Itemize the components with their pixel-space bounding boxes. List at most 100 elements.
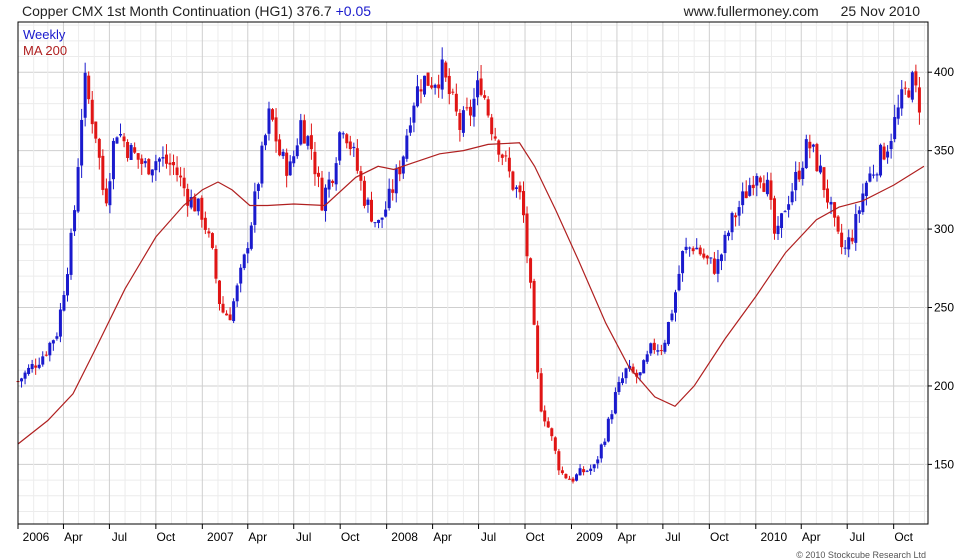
bar-body xyxy=(51,340,55,344)
bar-body xyxy=(476,80,480,98)
bar-body xyxy=(20,378,24,382)
bar-body xyxy=(666,322,670,345)
bar-body xyxy=(143,161,147,164)
bar-body xyxy=(790,191,794,203)
bar-body xyxy=(90,99,94,125)
bar-body xyxy=(596,459,600,464)
bar-body xyxy=(864,182,868,197)
bar-body xyxy=(324,187,328,212)
bar-body xyxy=(893,117,897,140)
bar-body xyxy=(815,144,819,172)
x-tick-label: 2008 xyxy=(391,530,418,544)
bar-body xyxy=(415,86,419,107)
bar-body xyxy=(48,342,52,356)
bar-body xyxy=(203,217,207,230)
bar-body xyxy=(836,216,840,232)
bar-body xyxy=(497,140,501,155)
bar-body xyxy=(242,254,246,269)
bar-body xyxy=(249,225,253,249)
bar-body xyxy=(794,171,798,191)
bar-body xyxy=(334,163,338,185)
bar-body xyxy=(472,98,476,117)
bar-body xyxy=(917,87,921,113)
bar-body xyxy=(341,133,345,135)
x-tick-label: Apr xyxy=(248,530,267,544)
bar-body xyxy=(624,368,628,379)
bar-body xyxy=(620,378,624,384)
bar-body xyxy=(879,144,883,176)
bar-body xyxy=(875,174,879,176)
bar-body xyxy=(751,184,755,189)
x-tick-label: 2010 xyxy=(760,530,787,544)
bar-body xyxy=(37,364,41,368)
bar-body xyxy=(575,474,579,481)
bar-body xyxy=(161,157,165,159)
bar-body xyxy=(239,267,243,284)
bar-body xyxy=(423,75,427,95)
bar-body xyxy=(302,120,306,144)
bar-body xyxy=(896,107,900,119)
bar-body xyxy=(408,125,412,133)
bar-body xyxy=(762,183,766,192)
bar-body xyxy=(69,232,73,275)
bar-body xyxy=(263,135,267,146)
bar-body xyxy=(645,354,649,362)
bar-body xyxy=(695,247,699,250)
legend-weekly: Weekly xyxy=(23,27,66,42)
instrument-title: Copper CMX 1st Month Continuation (HG1) … xyxy=(22,3,332,19)
x-tick-label: Jul xyxy=(850,530,865,544)
bar-body xyxy=(907,90,911,98)
bar-body xyxy=(232,301,236,322)
x-tick-label: Jul xyxy=(481,530,496,544)
bar-body xyxy=(94,121,98,139)
bar-body xyxy=(578,468,582,476)
bar-body xyxy=(536,325,540,373)
bar-body xyxy=(843,247,847,249)
bar-body xyxy=(850,237,854,242)
site-link[interactable]: www.fullermoney.com xyxy=(683,3,819,19)
bar-body xyxy=(688,247,692,249)
bar-body xyxy=(196,198,200,212)
bar-body xyxy=(868,173,872,182)
bar-body xyxy=(320,177,324,211)
bar-body xyxy=(348,141,352,150)
bar-body xyxy=(58,309,62,337)
price-bars xyxy=(16,47,921,484)
bar-body xyxy=(412,105,416,123)
x-tick-label: 2009 xyxy=(576,530,603,544)
x-tick-label: Oct xyxy=(157,530,176,544)
bar-body xyxy=(479,78,483,95)
bar-body xyxy=(76,167,80,212)
bar-body xyxy=(359,171,363,181)
bar-body xyxy=(698,247,702,255)
bar-body xyxy=(352,146,356,149)
x-tick-label: Jul xyxy=(296,530,311,544)
bar-body xyxy=(903,87,907,89)
bar-body xyxy=(783,211,787,213)
x-tick-label: Jul xyxy=(665,530,680,544)
bar-body xyxy=(430,85,434,88)
bar-body xyxy=(150,169,154,176)
bar-body xyxy=(780,213,784,229)
bar-body xyxy=(235,285,239,302)
bar-body xyxy=(362,180,366,206)
bar-body xyxy=(861,193,865,213)
bar-body xyxy=(603,441,607,445)
bar-body xyxy=(617,382,621,393)
bar-body xyxy=(394,168,398,194)
bar-body xyxy=(826,188,830,203)
bar-body xyxy=(465,107,469,109)
bar-body xyxy=(281,151,285,157)
bar-body xyxy=(635,372,639,377)
bar-body xyxy=(719,254,723,262)
bar-body xyxy=(507,157,511,172)
bar-body xyxy=(801,167,805,180)
bar-body xyxy=(27,367,31,375)
bar-body xyxy=(550,428,554,437)
bar-body xyxy=(384,209,388,217)
y-tick-label: 200 xyxy=(934,379,954,393)
bar-body xyxy=(126,141,130,158)
bar-body xyxy=(730,213,734,233)
bar-body xyxy=(164,154,168,164)
bar-body xyxy=(97,138,101,158)
